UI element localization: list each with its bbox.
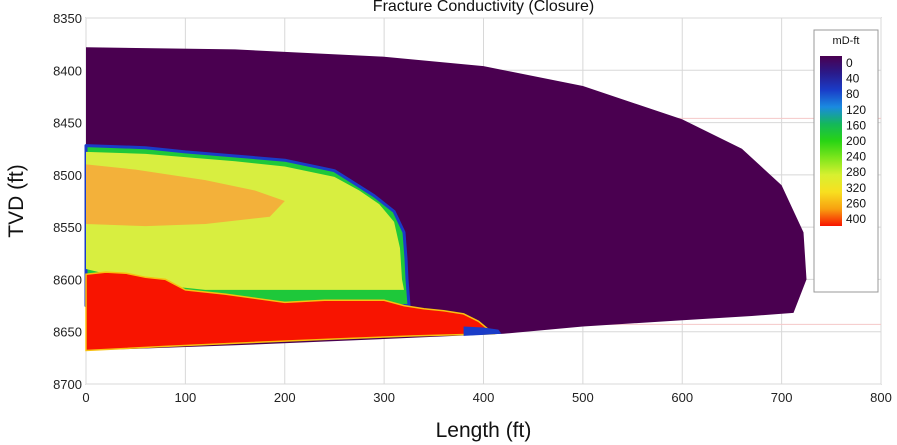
legend-label: 200 — [846, 134, 866, 148]
x-tick-label: 0 — [82, 390, 89, 405]
x-tick-label: 400 — [473, 390, 495, 405]
axis-ticks: 0 100 200 300 400 500 600 700 800835084008450850… — [53, 11, 892, 405]
zone-red-bottom — [85, 271, 496, 352]
x-tick-label: 700 — [771, 390, 793, 405]
y-tick-label: 8650 — [53, 325, 82, 340]
legend-color-bar — [820, 56, 842, 226]
legend-label: 0 — [846, 56, 853, 70]
legend-label: 80 — [846, 87, 860, 101]
y-tick-label: 8500 — [53, 168, 82, 183]
legend-title: mD-ft — [833, 35, 860, 47]
x-tick-label: 500 — [572, 390, 594, 405]
zone-orange-center — [86, 164, 285, 227]
x-tick-label: 800 — [870, 390, 892, 405]
legend-label: 320 — [846, 181, 866, 195]
y-tick-label: 8350 — [53, 11, 82, 26]
legend-label: 120 — [846, 103, 866, 117]
y-tick-label: 8450 — [53, 116, 82, 131]
x-axis-title: Length (ft) — [436, 419, 532, 442]
legend-label: 160 — [846, 118, 866, 132]
legend-label: 40 — [846, 72, 860, 86]
x-tick-label: 600 — [671, 390, 693, 405]
y-tick-label: 8550 — [53, 220, 82, 235]
legend-label: 400 — [846, 212, 866, 226]
y-tick-label: 8700 — [53, 377, 82, 392]
legend-label: 240 — [846, 150, 866, 164]
y-tick-label: 8400 — [53, 63, 82, 78]
legend-label: 280 — [846, 165, 866, 179]
chart-title: Fracture Conductivity (Closure) — [373, 0, 594, 15]
conductivity-map — [84, 47, 807, 352]
x-tick-label: 200 — [274, 390, 296, 405]
legend-label: 260 — [846, 196, 866, 210]
zone-blue-edge — [463, 326, 502, 336]
y-axis-title: TVD (ft) — [5, 164, 28, 238]
x-tick-label: 300 — [373, 390, 395, 405]
x-tick-label: 100 — [175, 390, 197, 405]
y-tick-label: 8600 — [53, 272, 82, 287]
